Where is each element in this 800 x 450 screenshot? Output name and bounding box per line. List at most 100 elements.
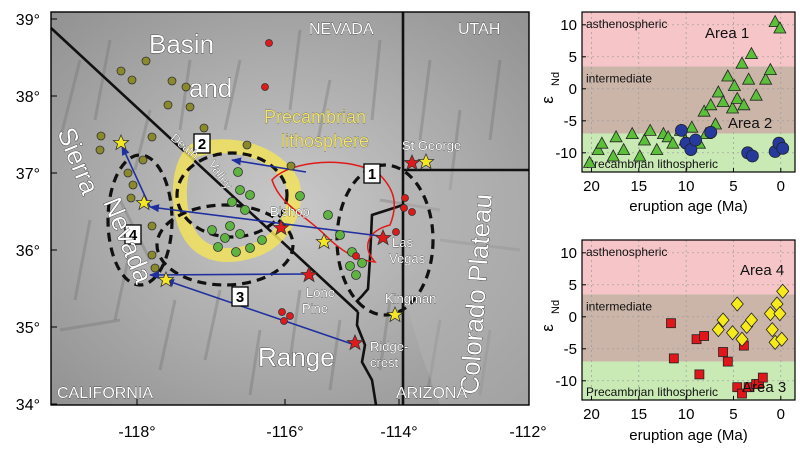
area-3-outline — [155, 203, 295, 287]
point-area-3 — [718, 347, 728, 357]
point-area-4 — [775, 331, 789, 347]
state-california: CALIFORNIA — [57, 385, 153, 402]
sample-dot — [408, 208, 416, 216]
area-4-box — [124, 224, 142, 245]
area-2-label: 2 — [198, 136, 206, 153]
lat-tick-label: 35° — [16, 320, 40, 337]
epsilon-nd-chart-bottom: asthenospheric intermediate Precambrian li… — [538, 239, 796, 444]
area-2-box — [193, 133, 211, 154]
x-tick-label: 10 — [678, 178, 695, 195]
x-axis-label: eruption age (Ma) — [629, 198, 747, 215]
city-lone: Lone — [306, 285, 335, 300]
band-label: Precambrian lithospheric — [586, 157, 718, 171]
city-las: Las — [392, 235, 413, 250]
area-1-box — [363, 163, 381, 184]
point-area-3 — [737, 388, 747, 399]
sample-dot — [233, 167, 243, 177]
x-tick-label: 0 — [777, 178, 785, 195]
point-area-1 — [582, 155, 597, 168]
area-2-outline — [175, 151, 289, 239]
point-area-1 — [763, 62, 778, 75]
map-panel: 1 2 3 4 Basin and Range Sierra Nevada Co… — [16, 11, 547, 441]
sample-dot — [235, 185, 245, 195]
x-tick-label: 20 — [583, 406, 600, 423]
sample-dot — [185, 102, 195, 112]
point-area-1 — [666, 136, 680, 149]
sample-dot — [181, 82, 191, 92]
y-tick-label: 5 — [569, 277, 577, 294]
arrow-5 — [121, 145, 151, 208]
point-area-2 — [675, 123, 688, 137]
y-axis-label-main: ε — [538, 96, 557, 104]
point-area-1 — [643, 123, 657, 136]
city-labels: St George Bishop Las Vegas Lone Pine Kin… — [270, 138, 462, 370]
band-intermediate — [582, 294, 795, 362]
x-tick-label: 15 — [630, 406, 647, 423]
point-area-4 — [744, 312, 758, 328]
band-label: intermediate — [586, 71, 652, 85]
arrow-4 — [164, 279, 356, 346]
star-marker — [135, 193, 153, 211]
arrow-1 — [231, 157, 307, 173]
point-area-1 — [616, 142, 631, 156]
sample-dot — [126, 193, 136, 203]
sample-dot — [245, 190, 255, 200]
sample-dot — [167, 76, 177, 86]
star-marker — [374, 228, 392, 246]
sample-dot — [231, 247, 241, 257]
sample-dot — [357, 258, 367, 268]
point-area-1 — [704, 97, 718, 111]
area-1-outline — [335, 163, 435, 317]
sample-dot — [261, 83, 269, 91]
sample-dot — [240, 205, 250, 215]
city-crest: crest — [370, 355, 399, 370]
area-annotation: Area 3 — [742, 379, 786, 396]
relief-texture — [58, 29, 521, 396]
x-tick-label: 5 — [729, 178, 737, 195]
lon-tick-label: -116° — [266, 424, 303, 441]
y-tick-label: 0 — [569, 309, 577, 326]
map-lon-ticks: -118° -116° -114° -112° — [118, 399, 547, 441]
point-area-2 — [689, 133, 702, 147]
area-4-outline — [106, 153, 174, 287]
sample-dot — [163, 100, 173, 110]
point-area-1 — [637, 133, 652, 146]
ca-nv-border — [50, 27, 359, 313]
sample-dot — [345, 261, 355, 271]
olive-dots — [95, 56, 296, 273]
sample-dot — [116, 66, 126, 76]
y-tick-label: 0 — [569, 81, 577, 98]
lat-tick-label: 36° — [16, 243, 40, 260]
city-kingman: Kingman — [385, 291, 436, 306]
point-area-1 — [768, 14, 782, 28]
area-label-boxes: 1 2 3 4 — [124, 133, 381, 307]
sample-dot — [401, 194, 409, 202]
sample-dot — [138, 155, 148, 165]
band-asthenospheric — [582, 12, 795, 67]
point-area-1 — [633, 149, 647, 162]
point-area-4 — [773, 305, 787, 322]
point-area-4 — [765, 321, 779, 338]
state-arizona: ARIZONA — [396, 385, 467, 402]
region-basin: Basin — [149, 29, 214, 59]
lat-tick-label: 34° — [16, 397, 40, 414]
star-marker — [315, 232, 333, 250]
city-ridge: Ridge- — [370, 339, 408, 354]
point-area-1 — [773, 21, 787, 34]
state-utah: UTAH — [458, 21, 500, 38]
star-marker — [300, 265, 318, 283]
city-vegas: Vegas — [389, 251, 426, 266]
band-label: intermediate — [586, 299, 652, 313]
lon-tick-label: -112° — [509, 424, 546, 441]
sample-dot — [199, 123, 209, 133]
sample-dot — [400, 204, 408, 212]
y-tick-label: -5 — [564, 113, 577, 130]
sample-dot — [96, 131, 106, 141]
area-3-label: 3 — [236, 289, 244, 306]
point-area-4 — [776, 283, 790, 299]
state-nevada: NEVADA — [309, 21, 374, 38]
area-annotation: Area 1 — [705, 25, 749, 42]
sample-dot — [128, 180, 138, 190]
star-marker — [346, 333, 364, 351]
x-tick-label: 10 — [678, 406, 695, 423]
